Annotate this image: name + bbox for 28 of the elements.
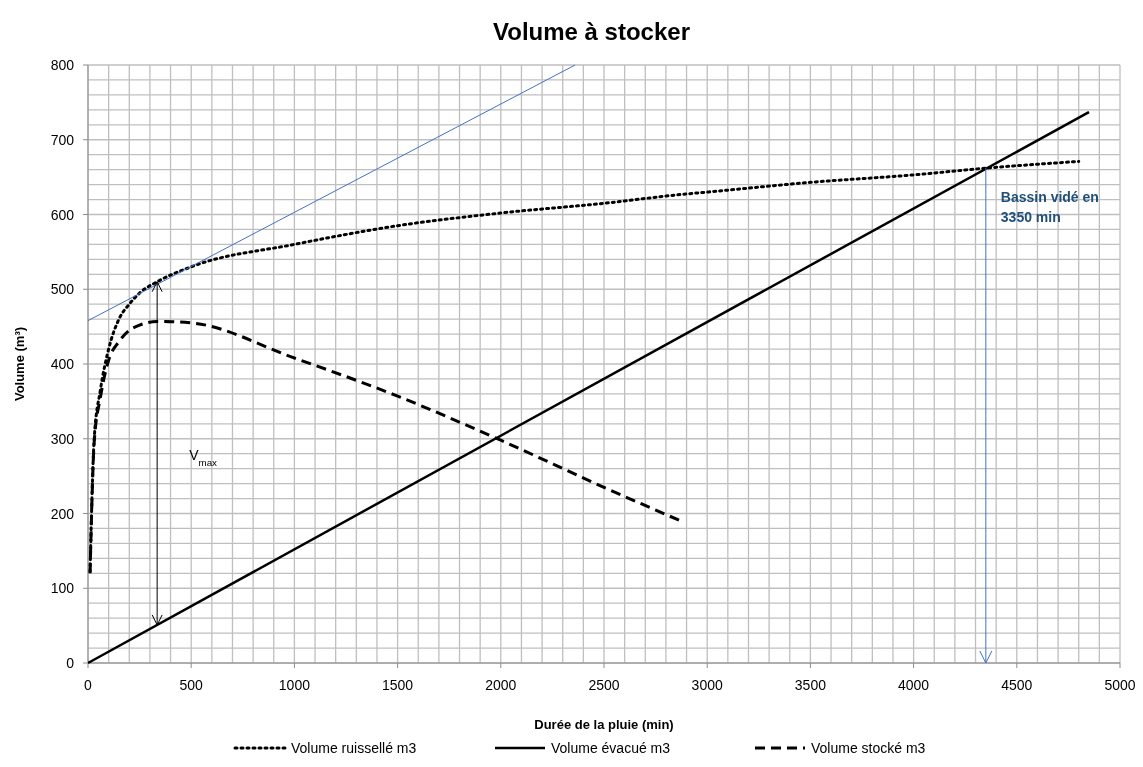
y-tick-label: 0 <box>66 655 75 671</box>
y-tick-label: 100 <box>50 580 75 597</box>
y-tick-label: 600 <box>50 206 75 223</box>
annotation: V$_{max}$ <box>189 447 218 468</box>
x-tick-label: 500 <box>179 677 204 693</box>
x-tick-label: 5000 <box>1104 677 1136 693</box>
chart-title: Volume à stocker <box>493 18 690 45</box>
legend-label: Volume évacué m3 <box>551 740 671 756</box>
y-tick-label: 200 <box>50 505 75 522</box>
x-tick-label: 4500 <box>1001 677 1033 693</box>
x-tick-label: 3000 <box>691 677 723 693</box>
y-axis-title: Volume (m³) <box>12 326 27 402</box>
y-tick-label: 400 <box>50 356 75 372</box>
y-tick-label: 300 <box>50 430 75 447</box>
x-tick-label: 1500 <box>382 677 414 693</box>
legend-label: Volume stocké m3 <box>811 740 926 756</box>
x-tick-label: 1000 <box>278 677 311 693</box>
y-tick-label: 700 <box>50 131 75 148</box>
y-tick-label: 500 <box>50 281 75 298</box>
x-axis-title: Durée de la pluie (min) <box>534 717 674 732</box>
legend-label: Volume ruissellé m3 <box>291 740 417 756</box>
y-tick-label: 800 <box>50 57 75 73</box>
x-tick-label: 3500 <box>794 677 827 693</box>
x-tick-label: 2500 <box>588 677 620 693</box>
x-tick-label: 2000 <box>485 677 517 693</box>
ref-line-label: Bassin vidé en 3350 min <box>1000 189 1099 226</box>
x-tick-label: 0 <box>84 677 93 693</box>
x-tick-label: 4000 <box>898 677 930 693</box>
